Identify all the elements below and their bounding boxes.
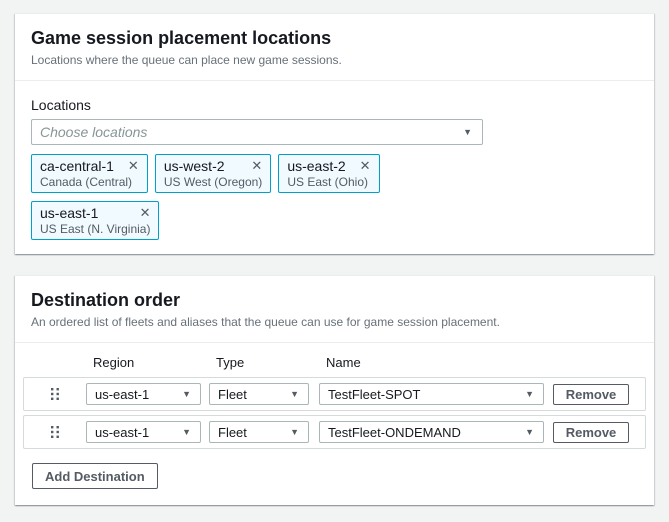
type-select[interactable]: Fleet ▼	[209, 383, 309, 405]
region-select[interactable]: us-east-1 ▼	[86, 383, 201, 405]
add-destination-button[interactable]: Add Destination	[32, 463, 158, 489]
region-select-value: us-east-1	[95, 424, 150, 440]
drag-handle[interactable]	[24, 378, 86, 410]
locations-panel-header: Game session placement locations Locatio…	[15, 14, 654, 80]
destination-order-panel: Destination order An ordered list of fle…	[15, 275, 654, 505]
type-select-value: Fleet	[218, 386, 247, 402]
token-region-name: US East (N. Virginia)	[40, 222, 151, 236]
token-dismiss-button[interactable]: ✕	[251, 159, 262, 173]
column-header-type: Type	[216, 355, 245, 370]
location-token-list: ca-central-1 ✕ Canada (Central) us-west-…	[31, 154, 483, 240]
panel-description: Locations where the queue can place new …	[31, 53, 342, 67]
token-dismiss-button[interactable]: ✕	[140, 206, 151, 220]
locations-select[interactable]: Choose locations ▼	[31, 119, 483, 145]
panel-title: Game session placement locations	[31, 28, 332, 48]
token-region-code: us-east-2	[287, 158, 346, 174]
destination-row: us-east-1 ▼ Fleet ▼ TestFleet-SPOT ▼ Rem…	[23, 377, 646, 411]
remove-button[interactable]: Remove	[553, 383, 629, 405]
destination-column-headers: Region Type Name	[23, 355, 646, 371]
caret-down-icon: ▼	[290, 426, 299, 437]
drag-handle[interactable]	[24, 416, 86, 448]
token-region-name: US West (Oregon)	[163, 175, 263, 189]
drag-handle-icon	[51, 388, 59, 400]
token-region-code: ca-central-1	[40, 158, 114, 174]
close-icon: ✕	[359, 158, 371, 173]
destination-panel-body: Region Type Name us-east-1 ▼	[15, 343, 654, 505]
panel-title: Destination order	[31, 290, 181, 310]
destination-row: us-east-1 ▼ Fleet ▼ TestFleet-ONDEMAND ▼…	[23, 415, 646, 449]
caret-down-icon: ▼	[182, 388, 191, 399]
name-select-value: TestFleet-SPOT	[328, 386, 421, 402]
type-select-value: Fleet	[218, 424, 247, 440]
caret-down-icon: ▼	[463, 126, 472, 137]
header-divider	[15, 80, 654, 81]
destination-panel-header: Destination order An ordered list of fle…	[15, 276, 654, 342]
type-select[interactable]: Fleet ▼	[209, 421, 309, 443]
caret-down-icon: ▼	[290, 388, 299, 399]
locations-select-placeholder: Choose locations	[40, 124, 148, 140]
location-token: us-east-2 ✕ US East (Ohio)	[278, 154, 380, 193]
token-dismiss-button[interactable]: ✕	[360, 159, 371, 173]
name-select-value: TestFleet-ONDEMAND	[328, 424, 461, 440]
drag-handle-icon	[51, 426, 59, 438]
column-header-name: Name	[326, 355, 361, 370]
token-region-code: us-east-1	[40, 205, 99, 221]
locations-panel-body: Locations Choose locations ▼ ca-central-…	[15, 81, 654, 254]
location-token: us-west-2 ✕ US West (Oregon)	[154, 154, 272, 193]
locations-panel: Game session placement locations Locatio…	[15, 13, 654, 254]
token-region-name: US East (Ohio)	[287, 175, 369, 189]
location-token: us-east-1 ✕ US East (N. Virginia)	[31, 201, 160, 240]
column-header-region: Region	[93, 355, 135, 370]
name-select[interactable]: TestFleet-ONDEMAND ▼	[319, 421, 544, 443]
token-region-name: Canada (Central)	[40, 175, 133, 189]
close-icon: ✕	[139, 205, 151, 220]
header-divider	[15, 342, 654, 343]
region-select-value: us-east-1	[95, 386, 150, 402]
caret-down-icon: ▼	[525, 388, 534, 399]
close-icon: ✕	[127, 158, 139, 173]
locations-field-label: Locations	[31, 97, 91, 113]
close-icon: ✕	[251, 158, 263, 173]
caret-down-icon: ▼	[182, 426, 191, 437]
location-token: ca-central-1 ✕ Canada (Central)	[31, 154, 148, 193]
panel-description: An ordered list of fleets and aliases th…	[31, 315, 500, 329]
remove-button[interactable]: Remove	[553, 421, 629, 443]
caret-down-icon: ▼	[525, 426, 534, 437]
region-select[interactable]: us-east-1 ▼	[86, 421, 201, 443]
name-select[interactable]: TestFleet-SPOT ▼	[319, 383, 544, 405]
token-dismiss-button[interactable]: ✕	[128, 159, 139, 173]
token-region-code: us-west-2	[163, 158, 225, 174]
